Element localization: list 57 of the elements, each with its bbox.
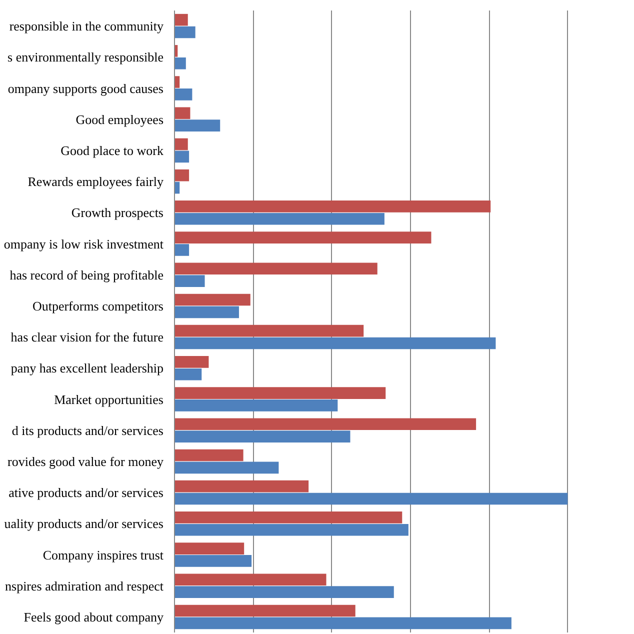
bar (174, 107, 190, 120)
bar (174, 524, 408, 536)
y-tick-label: has clear vision for the future (10, 330, 164, 345)
y-tick-label: ompany is low risk investment (4, 236, 164, 252)
bar (174, 324, 364, 337)
bar (174, 244, 190, 256)
bar (174, 400, 338, 412)
bar (174, 617, 512, 630)
bar (174, 356, 209, 368)
y-tick-label: Company inspires trust (42, 547, 164, 562)
y-tick-label: s environmentally responsible (8, 50, 164, 65)
y-tick-label: rovides good value for money (8, 454, 164, 469)
y-tick-label: d its products and/or services (12, 422, 164, 438)
bar (174, 480, 309, 492)
bar (174, 306, 239, 318)
bar (174, 462, 279, 474)
y-tick-label: nspires admiration and respect (5, 578, 164, 594)
y-tick-label: responsible in the community (9, 18, 164, 34)
bar (174, 449, 244, 462)
y-tick-label: ative products and/or services (8, 485, 164, 500)
bar (174, 212, 384, 225)
bar (174, 492, 568, 505)
bar (174, 418, 476, 430)
bar (174, 57, 186, 70)
y-tick-label: Rewards employees fairly (28, 174, 164, 190)
y-tick-label: pany has excellent leadership (10, 360, 164, 376)
bar (174, 169, 190, 182)
y-tick-label: uality products and/or services (4, 516, 164, 532)
bar (174, 430, 350, 442)
bar (174, 232, 432, 244)
bar (174, 88, 192, 100)
bar (174, 200, 491, 212)
y-tick-label: ompany supports good causes (8, 80, 164, 96)
y-tick-label: Growth prospects (71, 205, 164, 220)
bar (174, 294, 250, 306)
bar (174, 275, 205, 287)
bar (174, 604, 356, 617)
bar (174, 542, 244, 554)
bar (174, 337, 496, 350)
bar (174, 26, 196, 38)
y-tick-label: Good place to work (60, 142, 164, 158)
bar (174, 14, 188, 26)
bar (174, 555, 252, 567)
y-tick-label: Outperforms competitors (32, 298, 164, 314)
y-tick-label: Feels good about company (24, 609, 164, 624)
bar (174, 368, 202, 380)
y-tick-label: has record of being profitable (10, 267, 164, 282)
y-tick-label: Good employees (76, 112, 164, 127)
y-tick-label: Market opportunities (54, 392, 164, 407)
bar (174, 138, 188, 150)
bar (174, 387, 386, 399)
bar (174, 150, 190, 163)
bar (174, 120, 220, 132)
bar (174, 574, 326, 586)
bar (174, 512, 402, 524)
bar (174, 586, 394, 598)
bar (174, 262, 378, 275)
